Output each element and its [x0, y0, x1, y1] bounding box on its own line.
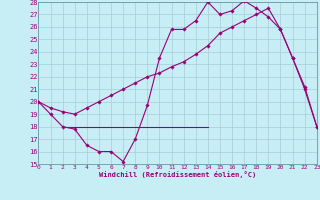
X-axis label: Windchill (Refroidissement éolien,°C): Windchill (Refroidissement éolien,°C) [99, 171, 256, 178]
